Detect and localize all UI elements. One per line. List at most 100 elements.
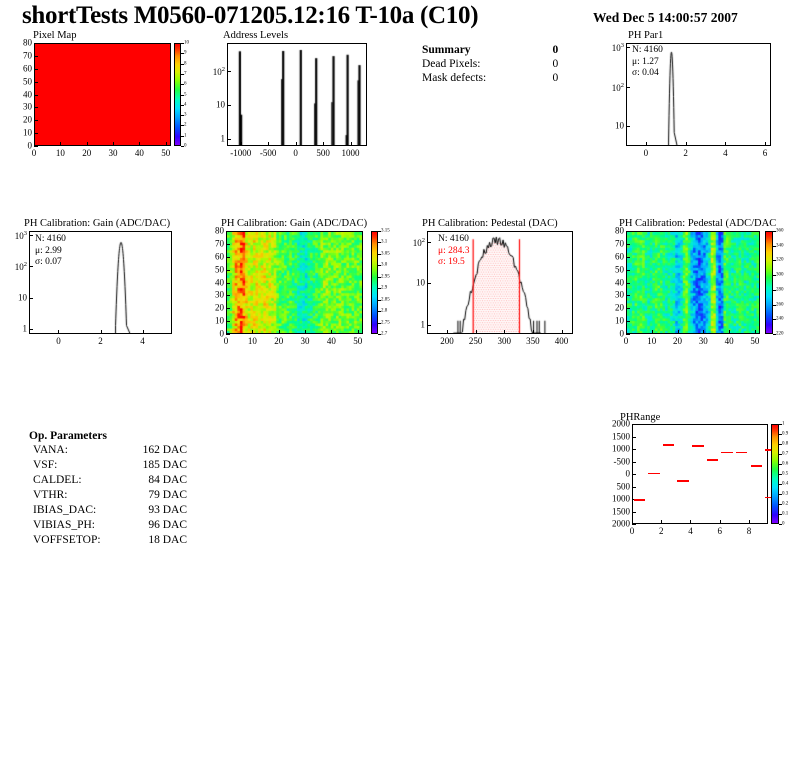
axis-tick-y xyxy=(626,321,630,323)
axis-tick-x xyxy=(677,330,679,334)
axis-tick-x xyxy=(729,330,731,334)
colorbar-tick xyxy=(779,484,782,485)
op-parameter-name: CALDEL: xyxy=(33,474,82,486)
gain-map-title: PH Calibration: Gain (ADC/DAC) xyxy=(221,218,368,229)
y-tick-label: 1 xyxy=(420,319,426,330)
y-tick-label: 70 xyxy=(615,238,624,249)
pedestal-map-title: PH Calibration: Pedestal (ADC/DAC xyxy=(619,218,777,229)
axis-tick-y xyxy=(227,138,231,140)
pixel-map-title: Pixel Map xyxy=(33,30,77,41)
phrange-marker xyxy=(677,480,689,482)
x-tick-label: 30 xyxy=(108,148,118,158)
panel-phrange: PHRange 2000 1500 1000 500 0 -500 1000 1500 2000… xyxy=(605,412,796,557)
y-tick-label: 10 xyxy=(18,292,27,303)
axis-tick-y xyxy=(226,256,230,258)
x-tick-label: 20 xyxy=(82,148,92,158)
x-tick-label: 0 xyxy=(31,148,37,158)
axis-tick-x xyxy=(139,142,141,146)
y-tick-label: 2000 xyxy=(612,418,630,429)
colorbar-tick xyxy=(773,319,776,321)
y-tick-label: 500 xyxy=(616,481,631,491)
y-tick-label: 2000 xyxy=(612,518,630,529)
y-tick-label: 103 xyxy=(611,42,624,54)
x-tick-label: -1000 xyxy=(230,148,252,158)
colorbar-label: 2.8 xyxy=(381,308,388,314)
mask-defects-label: Mask defects: xyxy=(422,72,487,84)
y-tick-label: 40 xyxy=(23,89,32,99)
colorbar-label: 220 xyxy=(776,331,784,337)
phrange-marker xyxy=(706,459,719,461)
axis-tick-x xyxy=(240,142,242,146)
gain-hist-mu: μ: 2.99 xyxy=(35,245,62,256)
phrange-marker xyxy=(765,449,777,451)
x-tick-label: 6 xyxy=(717,526,722,536)
op-parameter-row: VTHR: 79 DAC xyxy=(29,489,187,504)
colorbar-tick xyxy=(181,94,184,96)
colorbar-tick xyxy=(378,276,381,278)
x-tick-label: 1000 xyxy=(341,148,360,158)
axis-tick-x xyxy=(323,142,325,146)
y-tick-label: 1000 xyxy=(612,443,630,454)
phrange-marker xyxy=(662,444,675,446)
pedestal-hist-plot xyxy=(427,231,573,334)
axis-tick-y xyxy=(34,133,38,135)
op-parameter-value: 162 DAC xyxy=(142,444,187,456)
x-tick-label: 40 xyxy=(134,148,144,158)
gain-hist-sigma: σ: 0.07 xyxy=(35,257,62,267)
axis-tick-x xyxy=(58,330,60,334)
x-tick-label: 30 xyxy=(698,336,708,346)
y-tick-label: 70 xyxy=(23,50,32,61)
dead-pixels-value: 0 xyxy=(552,58,559,70)
op-parameters-title: Op. Parameters xyxy=(29,430,107,442)
axis-tick-y xyxy=(226,334,230,335)
op-parameter-value: 96 DAC xyxy=(148,519,187,531)
axis-tick-y xyxy=(34,68,38,70)
axis-tick-y xyxy=(29,266,33,268)
axis-tick-x xyxy=(165,142,167,146)
x-tick-label: 50 xyxy=(161,148,171,158)
axis-tick-y xyxy=(34,120,38,122)
op-parameter-name: VIBIAS_PH: xyxy=(33,519,95,531)
axis-tick-y xyxy=(34,43,38,44)
phrange-marker xyxy=(721,451,733,453)
colorbar-tick xyxy=(181,63,184,65)
gain-map-plot xyxy=(226,231,363,334)
panel-pixel-map: Pixel Map 0 10 20 30 40 50 0 10 20 30 40 50 60 70 80 0 1… xyxy=(8,30,198,160)
op-parameter-row: VANA: 162 DAC xyxy=(29,444,187,459)
panel-ph-par1: PH Par1 N: 4160 μ: 1.27 σ: 0.04 0 2 4 6 10 10… xyxy=(608,30,796,160)
colorbar-label: 2.9 xyxy=(381,285,388,291)
y-tick-label: 0 xyxy=(27,140,33,151)
axis-tick-y xyxy=(626,86,630,88)
y-tick-label: 10 xyxy=(215,315,224,326)
colorbar-label: 260 xyxy=(776,302,784,308)
op-parameter-row: VSF: 185 DAC xyxy=(29,459,187,474)
pedestal-map-colorbar xyxy=(765,231,773,334)
axis-tick-y xyxy=(427,324,431,326)
phrange-marker xyxy=(765,496,777,498)
axis-tick-x xyxy=(86,142,88,146)
axis-tick-x xyxy=(725,142,727,146)
op-parameter-name: IBIAS_DAC: xyxy=(33,504,97,516)
colorbar-tick xyxy=(181,146,184,147)
ph-par1-n: N: 4160 xyxy=(632,45,663,55)
axis-tick-x xyxy=(475,330,477,334)
y-tick-label: 60 xyxy=(615,251,624,262)
colorbar-label: 8 xyxy=(184,61,187,67)
colorbar-label: 0.1 xyxy=(782,511,789,517)
axis-tick-y xyxy=(226,282,230,284)
colorbar-label: 1 xyxy=(782,421,785,427)
axis-tick-y xyxy=(34,146,38,147)
axis-tick-x xyxy=(719,520,721,524)
axis-tick-y xyxy=(226,308,230,310)
gain-hist-plot xyxy=(29,231,172,334)
op-parameters-block: Op. Parameters VANA: 162 DAC VSF: 185 DAC CA… xyxy=(29,430,187,549)
y-tick-label: 20 xyxy=(23,114,32,125)
y-tick-label: 1500 xyxy=(612,506,630,516)
axis-tick-y xyxy=(626,256,630,258)
pixel-map-plot xyxy=(34,43,171,146)
colorbar-tick xyxy=(181,115,184,117)
axis-tick-x xyxy=(661,520,663,524)
colorbar-label: 2.7 xyxy=(381,331,388,337)
axis-tick-y xyxy=(632,436,636,438)
colorbar-tick xyxy=(181,43,184,44)
